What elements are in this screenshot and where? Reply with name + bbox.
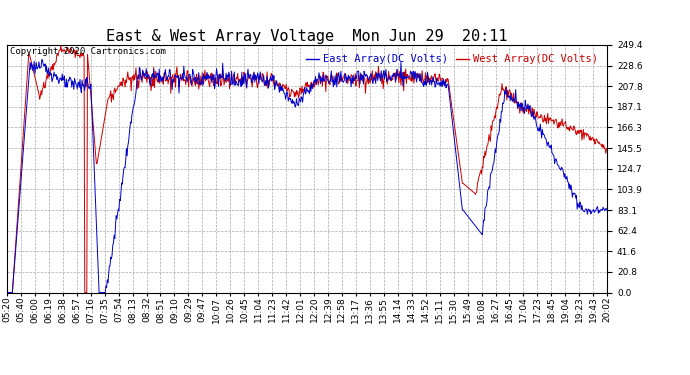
- Legend: East Array(DC Volts), West Array(DC Volts): East Array(DC Volts), West Array(DC Volt…: [302, 50, 602, 69]
- Text: Copyright 2020 Cartronics.com: Copyright 2020 Cartronics.com: [10, 48, 166, 57]
- Title: East & West Array Voltage  Mon Jun 29  20:11: East & West Array Voltage Mon Jun 29 20:…: [106, 29, 508, 44]
